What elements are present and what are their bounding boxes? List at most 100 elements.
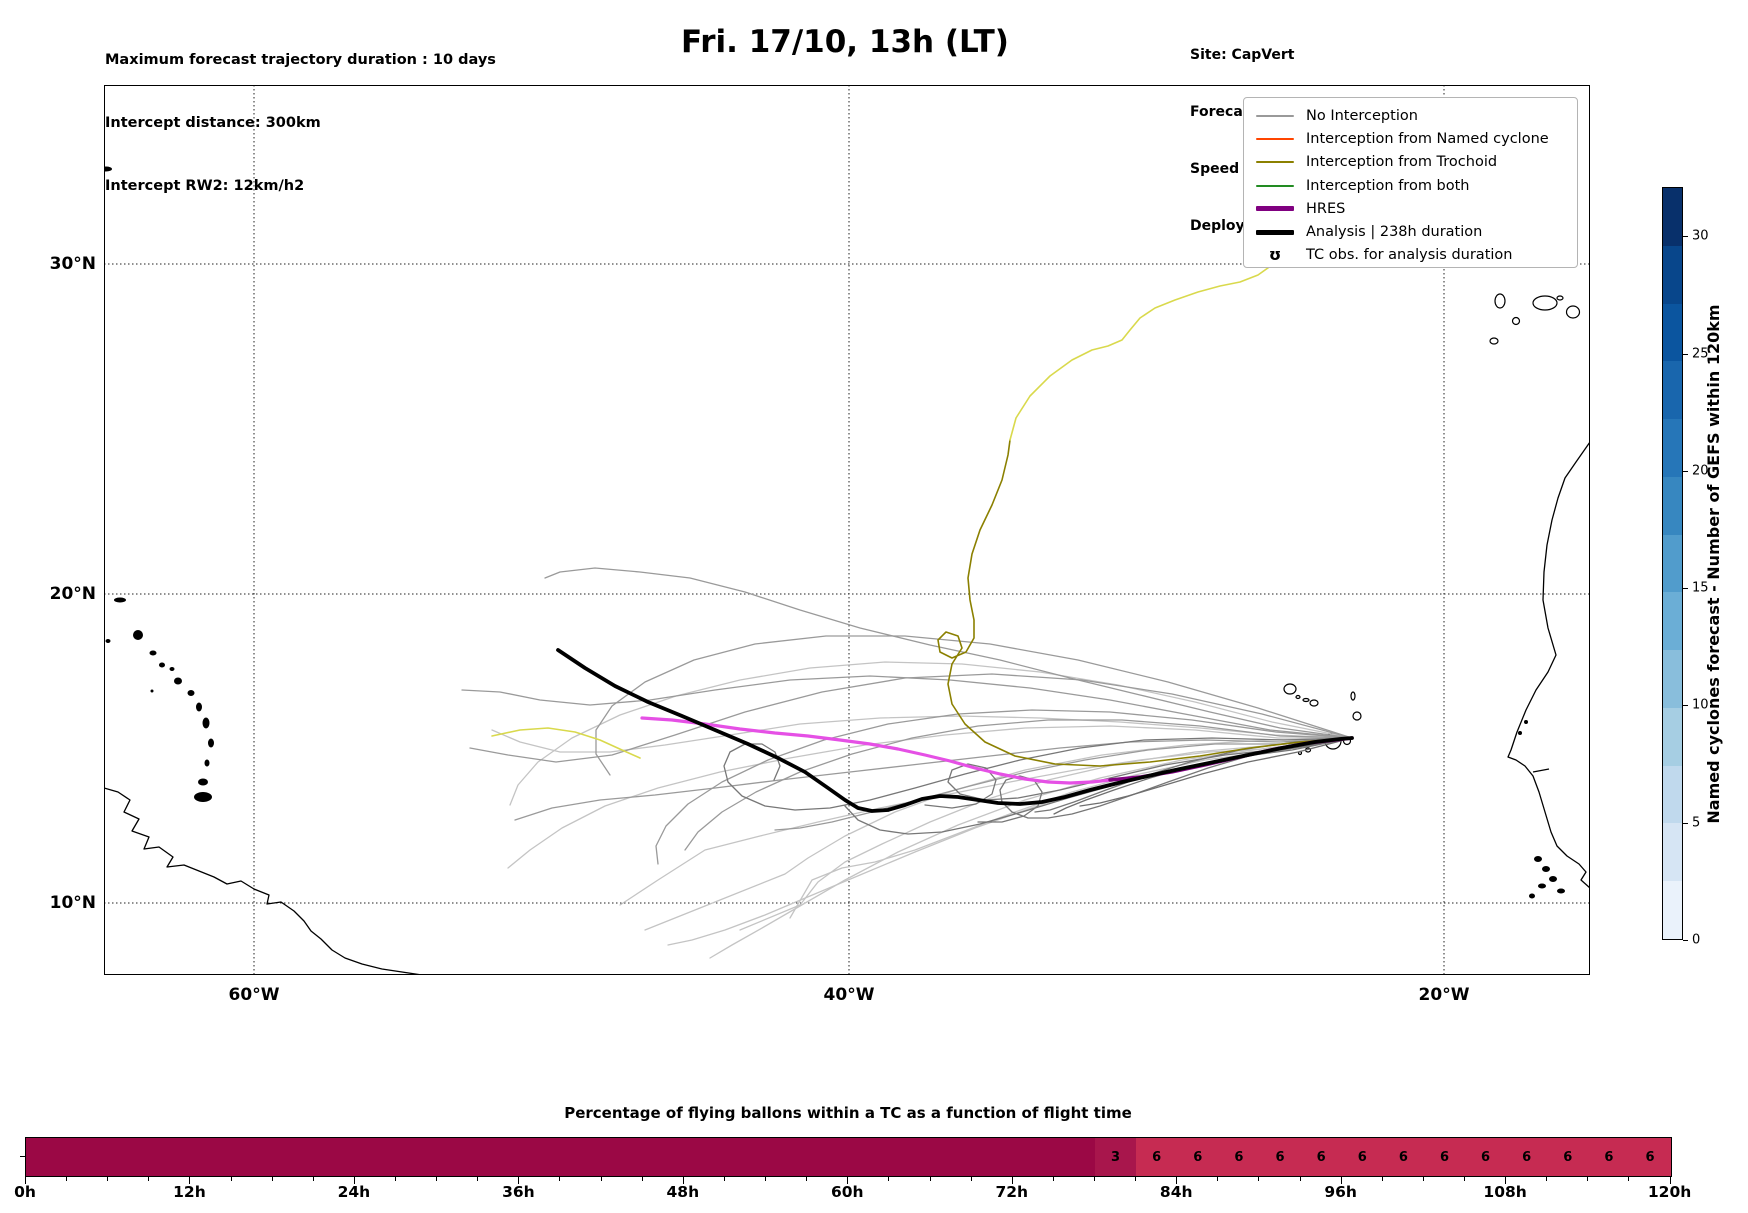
bar-major-tick [189,1177,191,1184]
colorbar-segment [1663,476,1682,535]
colorbar-segment [1663,592,1682,651]
bar-minor-tick [436,1177,438,1181]
island [1529,893,1535,899]
colorbar-tick-label: 25 [1692,346,1709,362]
legend-item-label: Interception from Named cyclone [1306,130,1549,147]
island [169,667,175,671]
bar-y-tick [20,1156,25,1157]
map-content [104,85,1590,975]
coastline [1507,441,1590,889]
bar-segment: 6 [1506,1138,1548,1176]
legend-line [1256,184,1294,187]
island [1524,720,1528,724]
bar-minor-tick [1381,1177,1383,1181]
island [194,792,212,802]
bar-segment-value: 6 [1398,1149,1408,1165]
lat-tick-label: 30°N [49,254,96,274]
legend-line [1256,161,1294,164]
trajectory [684,719,1353,851]
colorbar-segment [1663,650,1682,708]
trajectory [544,567,1353,739]
legend-line [1256,114,1294,117]
colorbar-tick-label: 10 [1692,697,1709,713]
legend-item-label: HRES [1306,200,1346,217]
island [1534,856,1542,862]
colorbar-tick-label: 5 [1692,815,1701,831]
legend-item: Analysis | 238h duration [1256,220,1577,243]
colorbar-tickmark [1683,236,1688,238]
legend-item: No Interception [1256,104,1577,127]
legend-item-label: Interception from both [1306,177,1470,194]
trajectory [507,725,1353,869]
colorbar-tickmark [1683,470,1688,472]
bar-tick-label: 24h [337,1183,371,1201]
island-outline [1556,295,1564,301]
colorbar-tickmark [1683,822,1688,824]
bar-minor-tick [107,1177,109,1181]
bar-segment-value: 6 [1645,1149,1655,1165]
page-title: Fri. 17/10, 13h (LT) [681,24,1009,60]
legend-line [1256,137,1294,140]
trajectory [1079,737,1353,807]
island-outline [1494,293,1506,309]
trajectory [514,737,1353,821]
island [133,630,143,640]
colorbar-tickmark [1683,588,1688,590]
colorbar-segment [1663,534,1682,593]
bar-minor-tick [1422,1177,1424,1181]
bar-minor-tick [1464,1177,1466,1181]
bar-segment: 6 [1465,1138,1507,1176]
forecast-parameters-block: Maximum forecast trajectory duration : 1… [105,8,496,239]
bar-segment [26,1138,1095,1176]
bar-major-tick [1505,1177,1507,1184]
bar-segment: 6 [1341,1138,1383,1176]
bar-segment-value: 6 [1152,1149,1162,1165]
colorbar-tickmark [1683,705,1688,707]
bar-segment: 6 [1547,1138,1589,1176]
trajectory [509,661,1353,806]
island [204,759,210,767]
colorbar-segment [1663,361,1682,420]
colorbar-tick-label: 0 [1692,932,1701,948]
bar-segment: 3 [1094,1138,1137,1176]
site-text: Site: CapVert [1190,47,1295,63]
island-outline [1489,337,1499,345]
bar-tick-label: 0h [14,1183,36,1201]
tc-obs-icon: ʊ [1256,247,1294,263]
bar-segment: 6 [1629,1138,1671,1176]
colorbar-tick-label: 20 [1692,463,1709,479]
legend-line-swatch [1256,114,1294,117]
bar-minor-tick [477,1177,479,1181]
bar-minor-tick [1217,1177,1219,1181]
bar-minor-tick [1135,1177,1137,1181]
legend-item: Interception from Named cyclone [1256,127,1577,150]
trajectory [491,727,641,759]
bar-segment: 6 [1218,1138,1260,1176]
legend-line-swatch [1256,161,1294,164]
colorbar-segment [1663,765,1682,824]
bar-major-tick [1340,1177,1342,1184]
bar-minor-tick [806,1177,808,1181]
bar-segment-value: 6 [1481,1149,1491,1165]
trajectory [469,673,1353,763]
colorbar [1662,187,1683,940]
bar-tick-label: 48h [666,1183,700,1201]
max-duration-text: Maximum forecast trajectory duration : 1… [105,52,496,68]
legend-item: HRES [1256,197,1577,220]
bar-minor-tick [1299,1177,1301,1181]
island [104,166,112,172]
trajectory [644,737,1353,931]
legend-item-label: No Interception [1306,107,1418,124]
bar-segment-value: 6 [1439,1149,1449,1165]
trajectory [655,709,1353,865]
bar-segment: 6 [1423,1138,1466,1176]
trajectory [709,737,1353,959]
island [202,717,210,729]
bar-minor-tick [271,1177,273,1181]
bar-minor-tick [1052,1177,1054,1181]
bar-segment-value: 6 [1193,1149,1203,1165]
bar-segment: 6 [1259,1138,1301,1176]
island [1549,876,1557,882]
bar-segment-value: 3 [1111,1149,1121,1165]
bar-segment: 6 [1300,1138,1342,1176]
